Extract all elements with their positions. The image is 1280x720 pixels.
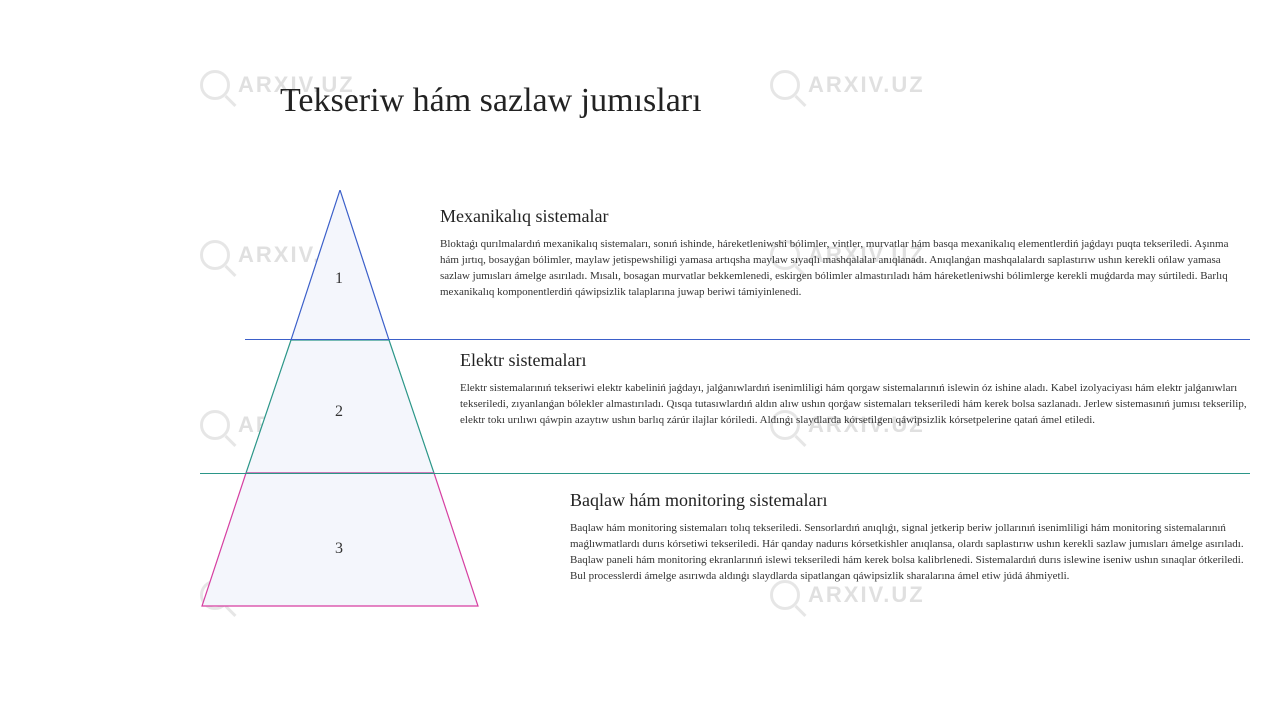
block-body-2: Elektr sistemalarınıń tekseriwi elektr k… bbox=[460, 381, 1250, 429]
content-block-2: Elektr sistemaları Elektr sistemalarınıń… bbox=[460, 350, 1250, 429]
slide-title: Tekseriw hám sazlaw jumısları bbox=[280, 82, 702, 120]
divider-1 bbox=[245, 339, 1250, 340]
magnifier-icon bbox=[770, 70, 800, 100]
pyramid-label-1: 1 bbox=[335, 270, 343, 288]
pyramid-label-3: 3 bbox=[335, 540, 343, 558]
watermark-text: ARXIV.UZ bbox=[808, 582, 925, 608]
pyramid-tier-1 bbox=[291, 190, 389, 340]
block-body-3: Baqlaw hám monitoring sistemaları tolıq … bbox=[570, 521, 1250, 585]
content-block-1: Mexanikalıq sistemalar Bloktaǵı qurılmal… bbox=[440, 206, 1250, 301]
block-title-1: Mexanikalıq sistemalar bbox=[440, 206, 1250, 227]
divider-2 bbox=[200, 473, 1250, 474]
content-block-3: Baqlaw hám monitoring sistemaları Baqlaw… bbox=[570, 490, 1250, 585]
pyramid-label-2: 2 bbox=[335, 403, 343, 421]
magnifier-icon bbox=[200, 70, 230, 100]
block-title-2: Elektr sistemaları bbox=[460, 350, 1250, 371]
watermark: ARXIV.UZ bbox=[770, 70, 925, 100]
block-body-1: Bloktaǵı qurılmalardıń mexanikalıq siste… bbox=[440, 237, 1250, 301]
block-title-3: Baqlaw hám monitoring sistemaları bbox=[570, 490, 1250, 511]
watermark-text: ARXIV.UZ bbox=[808, 72, 925, 98]
